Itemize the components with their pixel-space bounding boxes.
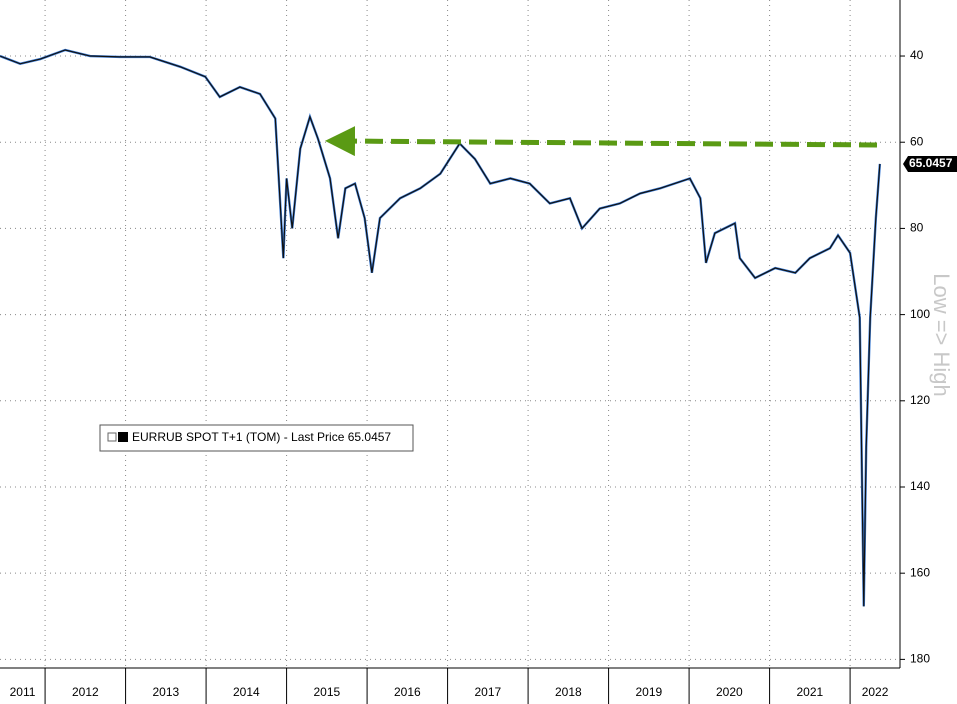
last-price-box: [903, 155, 957, 172]
y-tick-label: 160: [910, 565, 930, 579]
y-tick-label: 100: [910, 307, 930, 321]
y-tick-label: 60: [910, 134, 924, 148]
y-tick-label: 140: [910, 479, 930, 493]
x-tick-label: 2013: [152, 685, 179, 699]
x-tick-label: 2019: [635, 685, 662, 699]
x-tick-label: 2017: [474, 685, 501, 699]
price-line-edge: [0, 49, 881, 607]
grid: 40 60 80 100 120 140 160 180 2011 2012 2013 2014 201…: [0, 0, 930, 704]
x-tick-label: 2016: [394, 685, 421, 699]
axis-label: Low => High: [929, 273, 954, 397]
x-tick-label: 2014: [233, 685, 260, 699]
legend: EURRUB SPOT T+1 (TOM) - Last Price 65.04…: [99, 424, 414, 452]
x-tick-label: 2018: [555, 685, 582, 699]
x-tick-label: 2020: [716, 685, 743, 699]
last-price-label: 65.0457: [909, 156, 953, 170]
x-tick-label: 2022: [862, 685, 889, 699]
y-tick-label: 80: [910, 221, 924, 235]
legend-label: EURRUB SPOT T+1 (TOM) - Last Price 65.04…: [132, 430, 391, 444]
plot: [0, 48, 882, 607]
price-line: [0, 48, 882, 607]
x-tick-label: 2011: [10, 685, 36, 699]
legend-box: [99, 424, 414, 452]
arrow: [325, 126, 878, 157]
x-tick-label: 2021: [796, 685, 823, 699]
x-tick-label: 2015: [313, 685, 340, 699]
y-tick-label: 180: [910, 652, 930, 666]
y-tick-label: 40: [910, 48, 924, 62]
legend-toggle[interactable]: [107, 432, 117, 442]
y-tick-label: 120: [910, 393, 930, 407]
legend-swatch: [118, 432, 128, 442]
x-tick-label: 2012: [72, 685, 99, 699]
